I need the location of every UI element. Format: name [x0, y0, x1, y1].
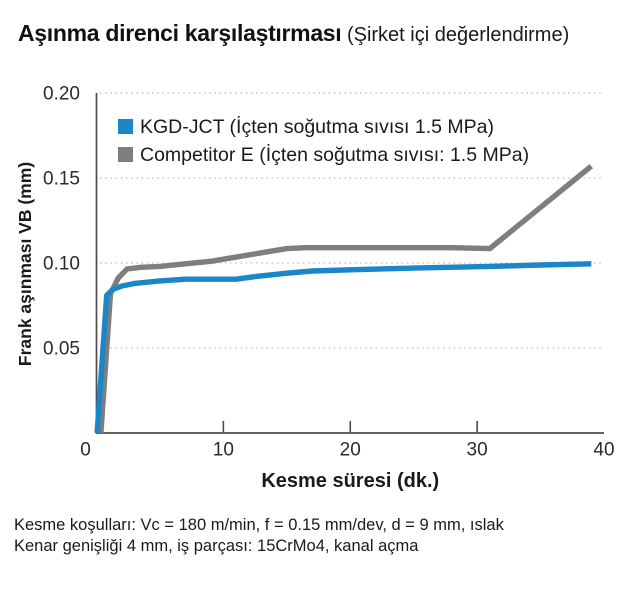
y-tick-label-0.15: 0.15 [43, 169, 80, 190]
legend-label-kgd-jct: KGD-JCT (İçten soğutma sıvısı 1.5 MPa) [140, 115, 494, 138]
axis-lines [95, 93, 604, 434]
x-axis-title: Kesme süresi (dk.) [261, 470, 439, 492]
x-tick-label-20: 20 [340, 440, 361, 461]
conditions-line-1: Kesme koşulları: Vc = 180 m/min, f = 0.1… [14, 516, 504, 534]
conditions-line-2: Kenar genişliği 4 mm, iş parçası: 15CrMo… [14, 537, 419, 555]
legend-swatch-competitor-e [118, 147, 133, 162]
page-title: Aşınma direnci karşılaştırması (Şirket i… [18, 20, 569, 47]
title-main: Aşınma direnci karşılaştırması [18, 20, 342, 46]
y-axis-title: Frank aşınması VB (mm) [15, 162, 35, 366]
x-tick-label-40: 40 [593, 440, 614, 461]
x-tick-label-10: 10 [213, 440, 234, 461]
legend-label-competitor-e: Competitor E (İçten soğutma sıvısı: 1.5 … [140, 143, 529, 166]
y-tick-label-0.10: 0.10 [43, 254, 80, 275]
series-line-competitor-e [98, 164, 594, 434]
y-tick-label-0.20: 0.20 [43, 84, 80, 105]
y-tick-label-0.05: 0.05 [43, 339, 80, 360]
series-line-kgd-jct [94, 261, 592, 434]
chart-canvas: 0.05 0.10 0.15 0.20 0 10 20 30 40 Kesme süresi (d… [15, 84, 615, 493]
x-tick-label-30: 30 [467, 440, 488, 461]
title-sub: (Şirket içi değerlendirme) [341, 24, 570, 46]
cutting-conditions-note: Kesme koşulları: Vc = 180 m/min, f = 0.1… [14, 515, 504, 557]
x-tick-label-0: 0 [80, 440, 91, 461]
legend-swatch-kgd-jct [118, 119, 133, 134]
wear-comparison-chart: 0.05 0.10 0.15 0.20 0 10 20 30 40 Kesme süresi (d… [0, 78, 644, 502]
